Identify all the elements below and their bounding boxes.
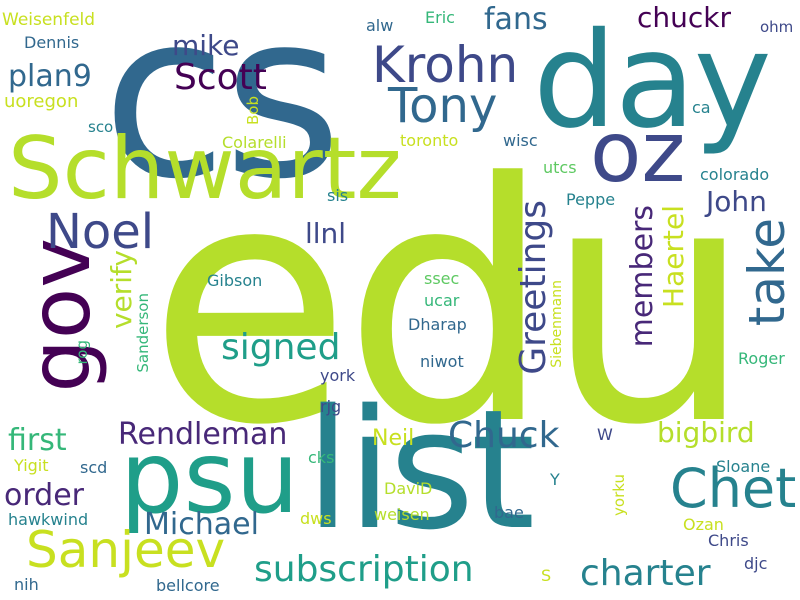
word-york: york (320, 366, 356, 385)
word-gov: gov (11, 238, 109, 393)
word-siebenmann: Siebenmann (549, 280, 565, 368)
word-colarelli: Colarelli (222, 133, 287, 152)
word-david: DaviD (384, 479, 433, 498)
word-list: list (305, 374, 535, 566)
word-psu: psu (120, 419, 299, 536)
word-take: take (738, 218, 796, 327)
word-nih: nih (14, 575, 39, 594)
word-roger: Roger (738, 349, 785, 368)
word-scott: Scott (174, 57, 267, 98)
word-first: first (8, 423, 67, 458)
word-bellcore: bellcore (156, 576, 220, 595)
word-dws: dws (300, 509, 332, 528)
word-noel: Noel (46, 204, 155, 260)
word-cks: cks (308, 448, 335, 467)
word-uoregon: uoregon (4, 91, 79, 112)
word-members: members (625, 205, 660, 348)
word-plan9: plan9 (8, 59, 92, 94)
word-peppe: Peppe (566, 190, 616, 209)
word-bigbird: bigbird (657, 416, 755, 449)
word-rendleman: Rendleman (118, 417, 288, 452)
word-sanjeev: Sanjeev (26, 521, 226, 579)
word-ssec: ssec (424, 269, 460, 288)
word-chris: Chris (708, 531, 749, 550)
word-oz: oz (590, 103, 686, 201)
word-ozan: Ozan (683, 515, 724, 534)
word-gibson: Gibson (207, 271, 263, 290)
word-weisen: weisen (374, 505, 430, 524)
word-colorado: colorado (700, 165, 770, 184)
word-sco: sco (88, 118, 114, 136)
word-dennis: Dennis (24, 33, 80, 52)
word-rog: rog (73, 340, 91, 365)
word-sis: sis (327, 186, 349, 205)
word-chet: Chet (670, 457, 797, 520)
word-bob: Bob (244, 96, 262, 125)
word-ucar: ucar (424, 291, 460, 310)
word-yigit: Yigit (14, 456, 49, 475)
word-sloane: Sloane (716, 457, 771, 476)
word-krohn: Krohn (372, 36, 519, 94)
word-bae: bae (494, 503, 524, 522)
word-ca: ca (692, 98, 711, 117)
word-hawkwind: hawkwind (8, 510, 89, 529)
word-mike: mike (172, 29, 240, 62)
word-utcs: utcs (543, 158, 577, 177)
word-greetings: Greetings (513, 200, 554, 375)
word-day: day (533, 4, 772, 158)
word-order: order (4, 478, 84, 513)
word-tony: Tony (388, 78, 498, 134)
word-neil: Neil (372, 426, 415, 451)
word-y: Y (550, 470, 560, 489)
word-scd: scd (80, 458, 108, 477)
word-signed: signed (221, 327, 341, 368)
word-fans: fans (484, 2, 548, 37)
word-subscription: subscription (254, 549, 474, 590)
word-michael: Michael (144, 507, 259, 542)
word-sanderson: Sanderson (134, 293, 152, 373)
word-w: W (597, 425, 613, 444)
word-s: S (541, 566, 552, 585)
word-toronto: toronto (400, 131, 459, 150)
word-haertel: Haertel (657, 205, 690, 308)
word-john: John (706, 185, 767, 218)
word-eric: Eric (425, 8, 455, 27)
word-chuckr: chuckr (637, 1, 732, 34)
word-rjg: rjg (320, 397, 342, 416)
word-edu: edu (148, 113, 754, 497)
word-djc: djc (744, 554, 768, 573)
word-charter: charter (580, 553, 711, 594)
word-cs: cs (102, 0, 342, 229)
word-alw: alw (366, 16, 394, 35)
word-yorku: yorku (610, 474, 628, 516)
word-niwot: niwot (420, 352, 464, 371)
word-schwartz: Schwartz (8, 119, 402, 219)
word-verify: verify (105, 250, 138, 330)
word-weisenfeld: Weisenfeld (2, 10, 96, 30)
word-llnl: llnl (305, 217, 347, 250)
word-ohm: ohm (760, 18, 794, 36)
word-dharap: Dharap (408, 315, 467, 334)
word-chuck: Chuck (448, 415, 560, 456)
word-wisc: wisc (503, 131, 538, 150)
